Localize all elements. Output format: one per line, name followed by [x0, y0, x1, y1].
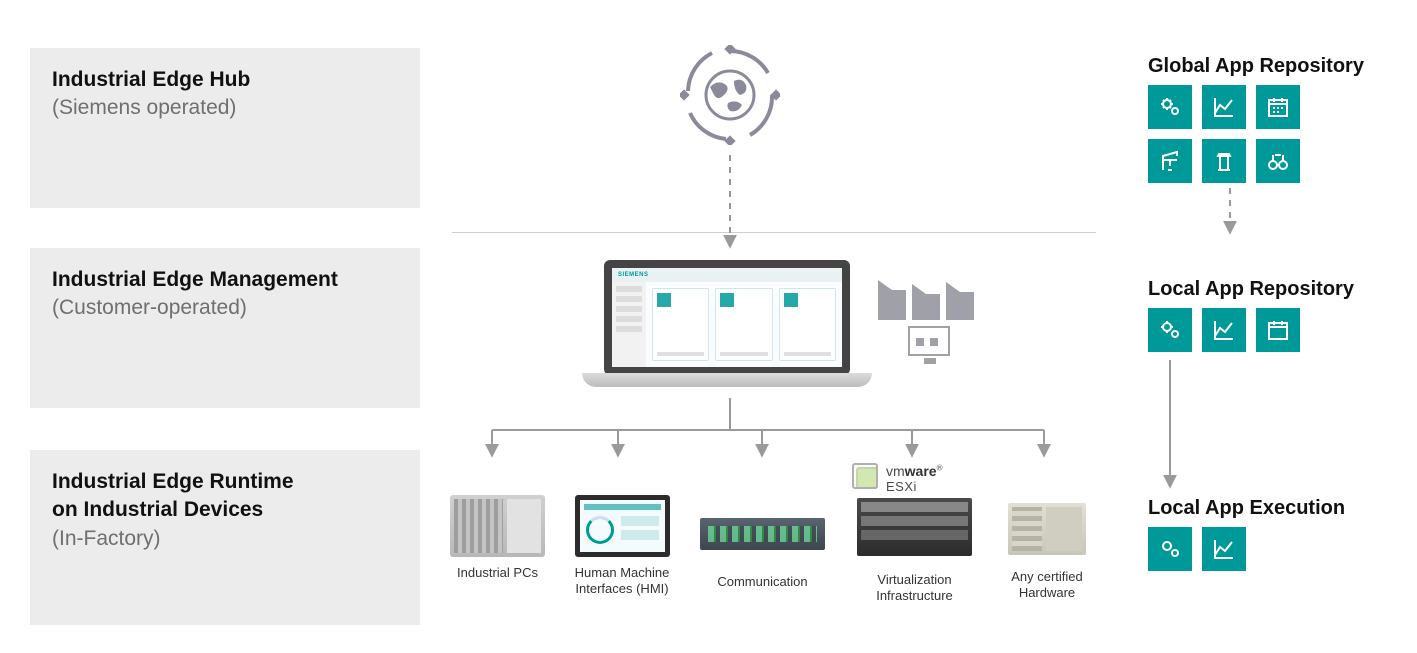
panel-title: Industrial Edge Hub: [52, 66, 398, 94]
device-label-line: Virtualization: [852, 572, 977, 588]
panel-title-line: Industrial Edge Runtime: [52, 468, 398, 496]
title-local-exec: Local App Execution: [1148, 497, 1345, 520]
panel-title-line: on Industrial Devices: [52, 496, 398, 524]
device-label-line: Human Machine: [567, 565, 677, 581]
device-switch-img: [700, 518, 825, 550]
panel-subtitle: (Siemens operated): [52, 94, 398, 122]
tiles-local-repo: [1148, 308, 1348, 352]
laptop-content: [646, 282, 842, 367]
panel-runtime: Industrial Edge Runtime on Industrial De…: [30, 450, 420, 625]
vmware-label: vmware® ESXi: [886, 463, 943, 494]
laptop-base: [582, 373, 872, 387]
device-server-img: [857, 498, 972, 556]
title-local-repo: Local App Repository: [1148, 278, 1354, 301]
laptop-sidebar: [612, 282, 646, 367]
tile-gears-icon: [1148, 527, 1192, 571]
tile-crane-icon: [1148, 139, 1192, 183]
vmware-icon: [856, 467, 878, 489]
diagram-root: Industrial Edge Hub (Siemens operated) I…: [0, 0, 1417, 653]
tile-gears-icon: [1148, 308, 1192, 352]
device-label: Communication: [695, 574, 830, 590]
tile-calendar-icon: [1256, 85, 1300, 129]
tile-chart-icon: [1202, 308, 1246, 352]
factory-monitor-icon: [908, 326, 950, 356]
title-global-repo: Global App Repository: [1148, 55, 1364, 78]
device-ipc: Industrial PCs: [445, 495, 550, 581]
device-anyhw: Any certified Hardware: [1002, 503, 1092, 602]
tiles-global-repo: [1148, 85, 1348, 183]
device-rack-img: [1008, 503, 1086, 555]
tile-gears-icon: [1148, 85, 1192, 129]
tile-binoculars-icon: [1256, 139, 1300, 183]
device-hmi-img: [575, 495, 670, 557]
section-divider: [452, 232, 1096, 233]
device-ipc-img: [450, 495, 545, 557]
tile-chart-icon: [1202, 527, 1246, 571]
laptop-screen: SIEMENS: [604, 260, 850, 375]
panel-management: Industrial Edge Management (Customer-ope…: [30, 248, 420, 408]
laptop-brand: SIEMENS: [612, 268, 842, 282]
panel-subtitle: (Customer-operated): [52, 294, 398, 322]
device-label-line: Hardware: [1002, 585, 1092, 601]
globe-hub-icon: [680, 45, 780, 145]
device-hmi: Human Machine Interfaces (HMI): [567, 495, 677, 598]
tile-chart-icon: [1202, 85, 1246, 129]
device-label-line: Any certified: [1002, 569, 1092, 585]
vmware-text-esxi: ESXi: [886, 479, 943, 494]
vmware-text-vm: vm: [886, 463, 905, 479]
device-label: Industrial PCs: [445, 565, 550, 581]
panel-hub: Industrial Edge Hub (Siemens operated): [30, 48, 420, 208]
device-switch: Communication: [695, 518, 830, 590]
tile-column-icon: [1202, 139, 1246, 183]
tiles-local-exec: [1148, 527, 1348, 571]
device-label-line: Infrastructure: [852, 588, 977, 604]
factory-icon: [878, 290, 974, 356]
panel-title: Industrial Edge Management: [52, 266, 398, 294]
device-label-line: Interfaces (HMI): [567, 581, 677, 597]
panel-subtitle: (In-Factory): [52, 525, 398, 553]
management-laptop: SIEMENS: [582, 260, 872, 395]
device-virtualization: Virtualization Infrastructure: [852, 498, 977, 605]
vmware-text-ware: ware: [905, 463, 937, 479]
tile-calendar-icon: [1256, 308, 1300, 352]
